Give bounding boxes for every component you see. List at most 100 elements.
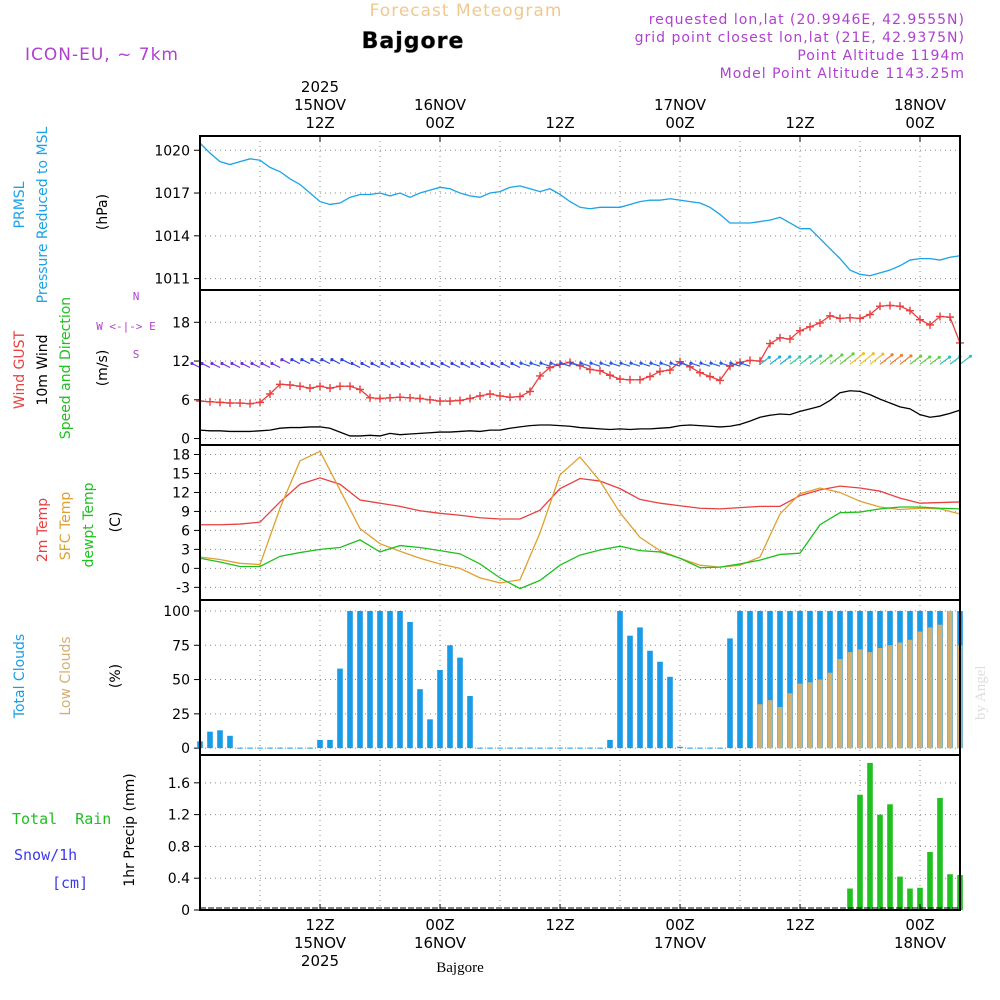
wind-direction-arrow	[230, 361, 241, 369]
ytick-label: 25	[172, 707, 190, 723]
gust-marker	[536, 371, 544, 380]
gust-marker	[496, 391, 504, 400]
bar-low-clouds	[787, 693, 793, 749]
ytick-label: 1011	[154, 272, 190, 288]
gust-marker	[436, 397, 444, 406]
bar-low-clouds	[777, 706, 783, 749]
gust-marker	[266, 389, 274, 398]
bar-total-clouds	[627, 635, 633, 749]
wind-direction-arrow	[819, 354, 833, 365]
gust-marker	[306, 384, 314, 393]
wind-direction-arrow	[330, 358, 341, 365]
bar-total-clouds	[437, 669, 443, 749]
wind-direction-arrow	[430, 361, 441, 369]
wind-direction-arrow	[350, 361, 361, 369]
panel-frame	[199, 599, 961, 756]
wind-direction-arrow	[639, 361, 651, 367]
wind-direction-arrow	[659, 361, 671, 367]
wind-direction-arrow	[360, 361, 371, 369]
gust-marker	[926, 320, 934, 329]
compass-n: N	[133, 290, 140, 303]
gust-marker	[936, 312, 944, 321]
bar-low-clouds	[797, 683, 803, 749]
wind-direction-arrow	[669, 361, 681, 367]
wind-direction-arrow	[609, 361, 621, 367]
wind-direction-arrow	[579, 361, 591, 367]
label-celsius: (C)	[108, 512, 124, 533]
info-model-altitude: Model Point Altitude 1143.25m	[720, 66, 965, 82]
cloud-labels: Total Clouds Low Clouds (%)	[12, 634, 124, 719]
wind-direction-arrow	[260, 361, 271, 369]
gust-marker	[206, 397, 214, 406]
label-percent: (%)	[108, 664, 124, 688]
compass-we: W <-|-> E	[96, 320, 156, 333]
ytick-label: 1014	[154, 229, 190, 245]
label-hpa: (hPa)	[95, 194, 111, 230]
bar-low-clouds	[937, 624, 943, 749]
ytick-label: 0.8	[168, 839, 190, 855]
bar-total-clouds	[357, 610, 363, 749]
pressure-labels: PRMSL Pressure Reduced to MSL (hPa)	[12, 126, 111, 303]
bar-total-clouds	[737, 610, 743, 749]
bar-total-clouds	[617, 610, 623, 749]
bar-total-clouds	[727, 638, 733, 749]
gust-marker	[486, 389, 494, 398]
gust-marker	[866, 310, 874, 319]
time-label: 00Z	[905, 916, 934, 934]
wind-direction-arrow	[549, 361, 561, 367]
wind-direction-arrow	[679, 361, 691, 367]
ytick-label: 50	[172, 673, 190, 689]
label-2m-temp: 2m Temp	[35, 498, 51, 562]
time-label: 00Z	[905, 114, 934, 132]
ytick-label: 3	[181, 542, 190, 558]
label-sfc-temp: SFC Temp	[58, 492, 74, 561]
wind-direction-arrow	[200, 361, 211, 369]
ytick-label: 0	[181, 741, 190, 757]
wind-direction-arrow	[569, 361, 581, 367]
gust-marker	[386, 393, 394, 402]
bar-low-clouds	[757, 704, 763, 749]
label-prmsl: PRMSL	[12, 181, 28, 228]
bar-low-clouds	[837, 658, 843, 749]
precip-labels: Total Rain Snow/1h [cm] 1hr Precip (mm)	[12, 773, 138, 892]
wind-direction-arrow	[649, 361, 661, 367]
wind-direction-arrow	[789, 355, 802, 365]
ytick-label: 0.4	[168, 871, 190, 887]
gust-marker	[766, 339, 774, 348]
wind-direction-arrow	[929, 355, 941, 365]
label-snow: Snow/1h	[14, 846, 77, 864]
label-total-clouds: Total Clouds	[12, 634, 28, 719]
bar-low-clouds	[767, 700, 773, 749]
bar-total-clouds	[637, 627, 643, 749]
series-sfc-temp	[199, 450, 961, 584]
bar-low-clouds	[877, 648, 883, 749]
ytick-label: 0	[181, 903, 190, 919]
wind-direction-arrow	[290, 358, 301, 365]
wind-direction-arrow	[529, 361, 541, 367]
footer-location: Bajgore	[436, 960, 484, 976]
bar-low-clouds	[947, 610, 953, 749]
bar-total-clouds	[607, 739, 613, 749]
bar-low-clouds	[927, 627, 933, 749]
wind-direction-arrow	[380, 361, 391, 369]
gust-marker	[636, 375, 644, 384]
gust-marker	[646, 372, 654, 381]
wind-labels: Wind GUST 10m Wind Speed and Direction (…	[12, 290, 156, 439]
gust-marker	[396, 393, 404, 402]
gust-marker	[586, 365, 594, 374]
wind-direction-arrow	[769, 355, 782, 365]
bar-total-rain	[877, 814, 883, 910]
info-point-altitude: Point Altitude 1194m	[797, 48, 965, 64]
bar-total-clouds	[767, 610, 773, 749]
time-label: 12Z	[545, 114, 574, 132]
wind-direction-arrow	[190, 361, 201, 369]
gust-marker	[376, 394, 384, 403]
gust-marker	[786, 335, 794, 344]
wind-direction-arrow	[699, 361, 711, 367]
bar-total-rain	[907, 888, 913, 910]
ytick-label: 6	[181, 393, 190, 409]
gust-marker	[346, 382, 354, 391]
wind-direction-arrow	[899, 354, 913, 365]
panels: 1011101410171020061218-30369121518025507…	[154, 135, 973, 919]
